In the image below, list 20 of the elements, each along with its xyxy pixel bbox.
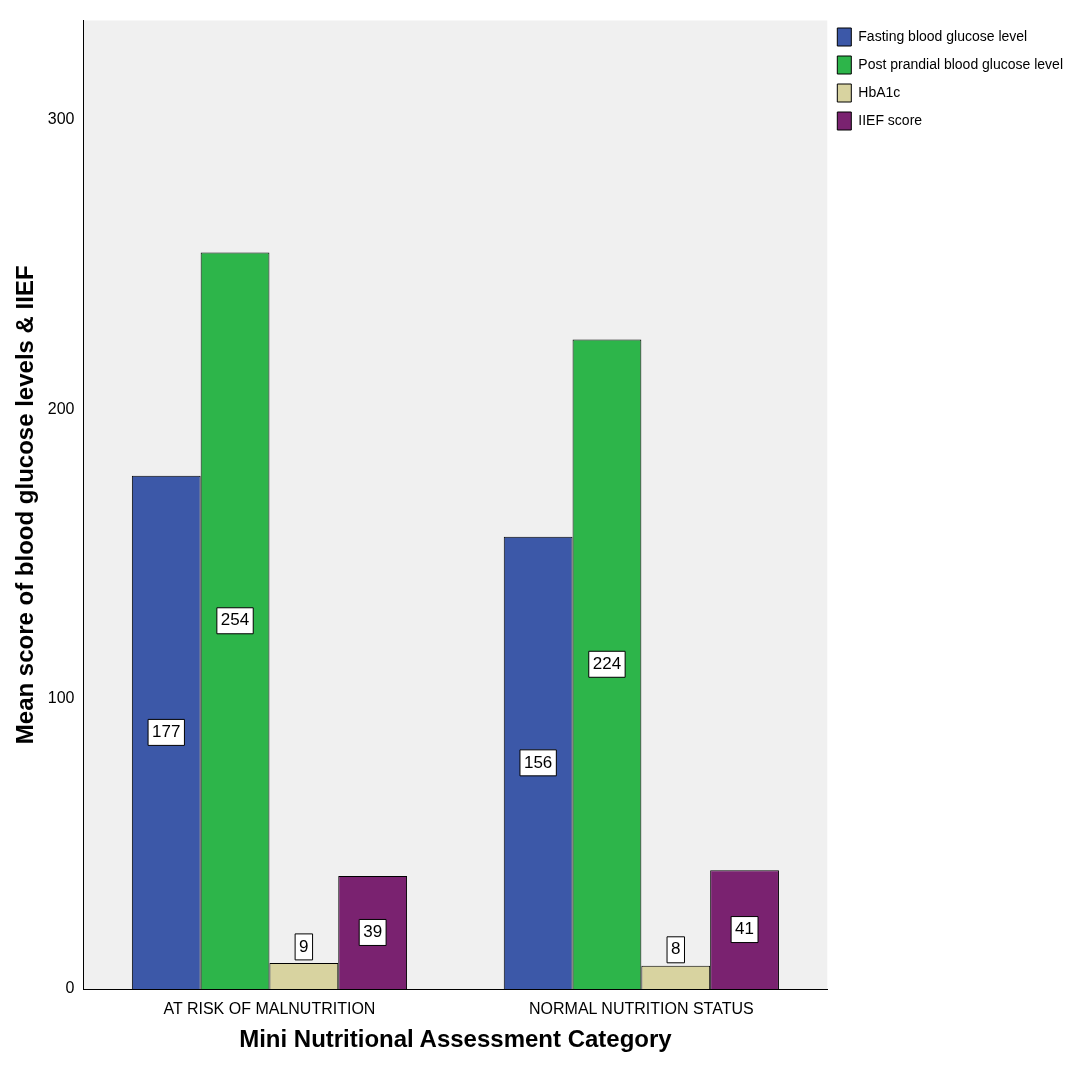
y-tick-label: 200 [47,399,75,417]
data-label: 41 [735,919,755,939]
x-tick-label: AT RISK OF MALNUTRITION [163,1000,376,1018]
data-label: 39 [363,922,383,942]
y-tick-label: 0 [65,979,75,997]
legend-label: Post prandial blood glucose level [858,55,1064,72]
data-label: 254 [220,610,250,630]
legend-label: Fasting blood glucose level [858,27,1028,44]
y-tick-label: 100 [47,689,75,707]
data-label: 177 [152,722,181,742]
y-axis-title: Mean score of blood glucose levels & IIEF [11,265,39,745]
x-tick-label: NORMAL NUTRITION STATUS [529,1000,754,1018]
data-label: 9 [299,936,309,956]
x-axis-title: Mini Nutritional Assessment Category [239,1025,673,1053]
data-label: 8 [671,939,681,959]
y-tick-label: 300 [47,109,75,127]
legend-label: HbA1c [858,83,901,100]
legend-label: IIEF score [858,111,923,128]
data-label: 156 [523,752,553,772]
data-label: 224 [592,653,622,673]
